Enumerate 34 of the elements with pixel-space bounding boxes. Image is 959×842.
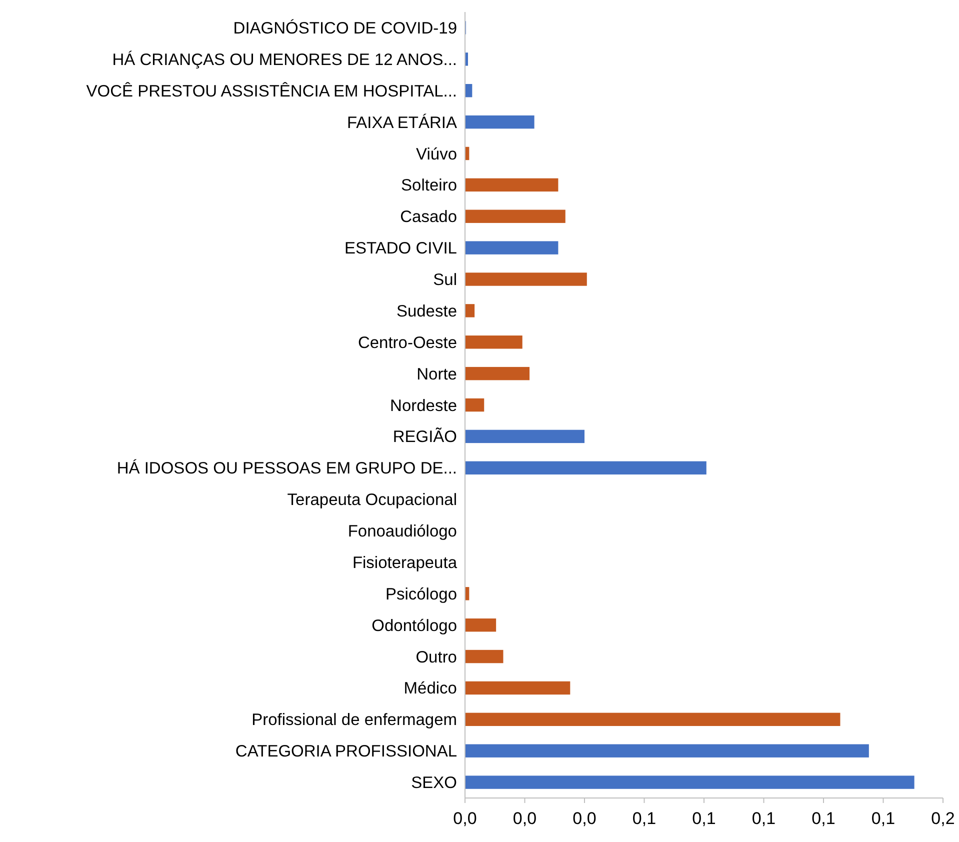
y-tick-label: FAIXA ETÁRIA: [346, 112, 457, 132]
x-tick-label: 0,1: [871, 809, 896, 828]
y-tick-label: Centro-Oeste: [358, 334, 457, 352]
y-tick-label: Odontólogo: [372, 616, 457, 635]
y-tick-label: Médico: [404, 680, 457, 698]
x-tick-label: 0,1: [692, 809, 716, 828]
x-tick-label: 0,0: [453, 809, 477, 828]
y-tick-label: CATEGORIA PROFISSIONAL: [235, 742, 457, 761]
x-tick-label: 0,1: [812, 809, 836, 828]
y-tick-label: Casado: [400, 208, 457, 226]
y-tick-label: ESTADO CIVIL: [344, 240, 457, 258]
x-tick-label: 0,1: [752, 809, 776, 828]
y-tick-label: Terapeuta Ocupacional: [287, 491, 457, 510]
y-tick-label: HÁ IDOSOS OU PESSOAS EM GRUPO DE...: [116, 458, 457, 478]
y-tick-label: Outro: [416, 648, 457, 666]
y-tick-label: VOCÊ PRESTOU ASSISTÊNCIA EM HOSPITAL...: [86, 81, 457, 100]
y-tick-label: Sudeste: [396, 302, 457, 320]
y-tick-label: Solteiro: [401, 176, 457, 195]
y-tick-label: SEXO: [411, 774, 458, 792]
y-tick-label: Norte: [416, 365, 457, 384]
y-tick-label: Psicólogo: [385, 585, 457, 604]
y-tick-label: Sul: [433, 271, 457, 290]
y-tick-label: Viúvo: [416, 145, 457, 164]
y-tick-label: HÁ CRIANÇAS OU MENORES DE 12 ANOS...: [112, 50, 457, 69]
y-tick-label: Nordeste: [390, 396, 457, 415]
y-tick-label: REGIÃO: [392, 427, 458, 446]
y-tick-label: Fisioterapeuta: [352, 554, 458, 572]
x-tick-label: 0,0: [512, 809, 537, 828]
y-tick-label: Fonoaudiólogo: [348, 522, 457, 541]
x-tick-label: 0,0: [572, 809, 596, 828]
y-tick-label: DIAGNÓSTICO DE COVID-19: [233, 18, 457, 38]
x-tick-label: 0,2: [931, 809, 955, 828]
x-tick-label: 0,1: [632, 809, 656, 828]
y-tick-label: Profissional de enfermagem: [252, 711, 457, 730]
